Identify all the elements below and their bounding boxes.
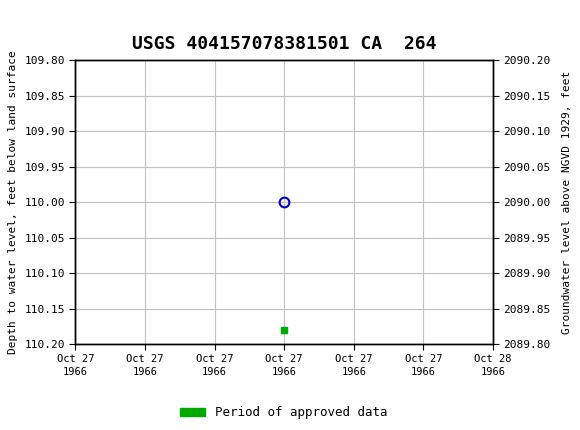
Text: USGS: USGS — [23, 9, 87, 29]
Y-axis label: Depth to water level, feet below land surface: Depth to water level, feet below land su… — [8, 50, 17, 354]
Text: ≡: ≡ — [3, 7, 24, 31]
Title: USGS 404157078381501 CA  264: USGS 404157078381501 CA 264 — [132, 35, 437, 53]
Y-axis label: Groundwater level above NGVD 1929, feet: Groundwater level above NGVD 1929, feet — [562, 71, 572, 334]
Legend: Period of approved data: Period of approved data — [176, 401, 393, 424]
